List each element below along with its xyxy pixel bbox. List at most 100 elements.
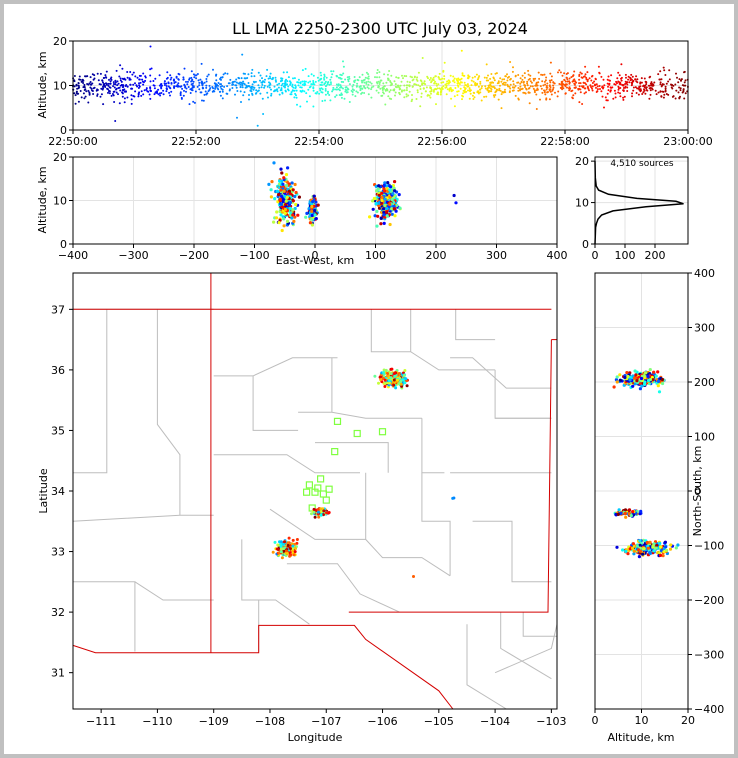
time-altitude-point [650, 81, 653, 84]
time-altitude-point [468, 97, 471, 100]
time-altitude-point [74, 102, 77, 105]
time-altitude-point [670, 86, 673, 89]
altitude-northsouth-point [648, 368, 652, 372]
time-altitude-point [243, 83, 246, 86]
time-altitude-point [154, 77, 157, 80]
time-altitude-point [241, 84, 244, 87]
altitude-northsouth-point [618, 373, 622, 377]
time-altitude-point [126, 85, 129, 88]
time-altitude-point [607, 75, 610, 78]
county-border-line [269, 508, 366, 540]
time-altitude-point [535, 108, 538, 110]
map-source-point [412, 575, 415, 578]
altitude-northsouth-point [645, 540, 649, 545]
time-altitude-point [525, 88, 528, 91]
altitude-northsouth-point [629, 514, 633, 518]
time-altitude-point [128, 78, 131, 81]
time-altitude-point [435, 82, 438, 85]
time-altitude-point [485, 95, 488, 98]
time-altitude-point [568, 86, 571, 89]
time-altitude-point [235, 78, 238, 81]
time-altitude-point [566, 80, 569, 83]
time-altitude-point [167, 85, 170, 88]
time-altitude-point [99, 95, 102, 98]
altitude-northsouth-point [665, 548, 669, 553]
altitude-northsouth-point [664, 545, 668, 549]
time-altitude-point [456, 82, 459, 85]
time-altitude-point [463, 89, 466, 92]
time-altitude-point [370, 88, 373, 91]
map-ytick-label: 36 [51, 364, 65, 377]
time-altitude-point [116, 80, 119, 83]
time-altitude-point [316, 91, 319, 93]
time-altitude-point [203, 93, 206, 96]
time-altitude-point [532, 79, 535, 82]
time-altitude-point [131, 73, 134, 76]
time-altitude-point [524, 84, 527, 87]
time-altitude-point [678, 97, 681, 100]
time-altitude-point [101, 79, 104, 82]
time-altitude-point [155, 90, 158, 93]
time-altitude-point [180, 96, 183, 99]
time-altitude-point [119, 79, 122, 82]
time-altitude-point [568, 82, 571, 85]
time-altitude-point [93, 77, 96, 80]
time-altitude-point [509, 87, 512, 90]
time-altitude-point [323, 78, 326, 81]
eastwest-altitude-point [383, 181, 387, 185]
time-altitude-point [512, 89, 515, 92]
eastwest-altitude-point [310, 204, 314, 209]
time-altitude-point [605, 99, 608, 102]
eastwest-altitude-point [290, 216, 294, 220]
time-altitude-point [102, 103, 105, 106]
time-altitude-point [527, 69, 530, 72]
time-altitude-point [369, 81, 372, 84]
time-altitude-point [80, 80, 83, 83]
time-altitude-point [675, 72, 677, 75]
time-altitude-point [108, 78, 110, 81]
time-altitude-point [88, 92, 91, 95]
time-altitude-point [539, 98, 541, 101]
time-altitude-point [386, 88, 389, 91]
time-altitude-point [113, 86, 116, 89]
time-altitude-point [595, 91, 598, 93]
time-altitude-point [662, 96, 665, 99]
time-altitude-point [110, 94, 113, 97]
time-altitude-point [556, 95, 559, 98]
time-altitude-point [104, 74, 107, 77]
map-source-point [282, 542, 285, 546]
time-altitude-point [406, 80, 409, 83]
time-altitude-point [400, 80, 403, 83]
time-altitude-point [131, 87, 134, 90]
time-altitude-point [512, 66, 514, 69]
map-source-point [310, 512, 313, 516]
time-altitude-point [134, 75, 137, 78]
time-altitude-point [477, 90, 480, 93]
time-altitude-point [247, 85, 250, 87]
time-altitude-point [437, 93, 440, 96]
time-altitude-point [631, 92, 634, 95]
time-altitude-point [80, 96, 83, 99]
altitude-northsouth-point [639, 376, 644, 381]
time-altitude-point [294, 84, 297, 87]
time-altitude-point [546, 91, 549, 94]
map-source-point [322, 513, 325, 517]
time-altitude-point [679, 95, 681, 98]
time-altitude-point [446, 82, 448, 85]
time-altitude-point [102, 83, 105, 86]
time-altitude-point [471, 76, 474, 79]
time-altitude-point [219, 94, 222, 97]
time-altitude-point [187, 86, 190, 88]
time-altitude-point [138, 78, 141, 81]
time-altitude-point [85, 90, 88, 93]
time-altitude-point [394, 91, 397, 94]
time-altitude-point [309, 80, 312, 83]
eastwest-altitude-point [278, 179, 282, 183]
time-altitude-point [641, 93, 644, 95]
time-altitude-point [400, 90, 403, 93]
time-altitude-point [291, 89, 294, 92]
time-altitude-point [200, 81, 203, 84]
time-altitude-point [207, 73, 210, 76]
time-altitude-point [463, 91, 466, 94]
eastwest-altitude-point [275, 210, 279, 214]
